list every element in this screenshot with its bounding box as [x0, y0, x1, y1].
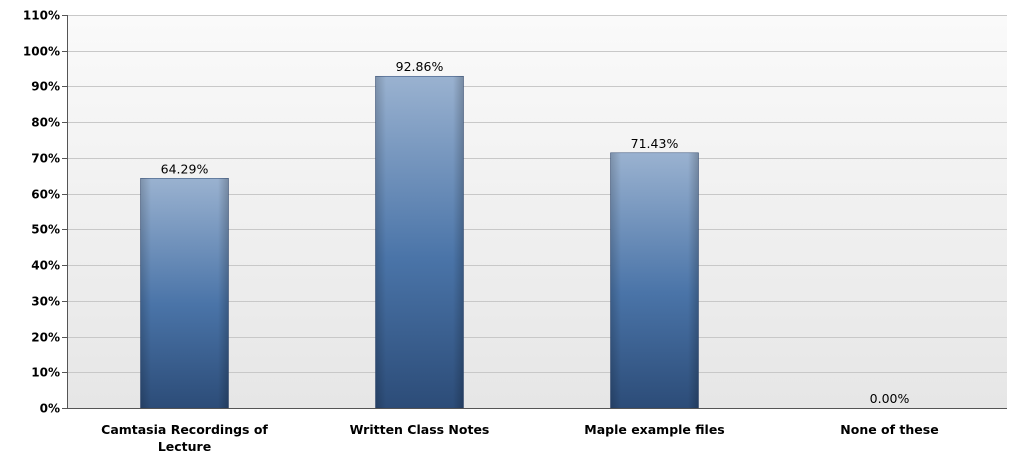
x-category-label: Written Class Notes	[350, 422, 490, 437]
bar-shading	[611, 153, 699, 408]
x-category-label: None of these	[840, 422, 938, 437]
y-tick-label: 20%	[31, 331, 60, 345]
x-category-label: Maple example files	[584, 422, 724, 437]
data-label: 92.86%	[396, 59, 444, 74]
y-tick-label: 30%	[31, 295, 60, 309]
y-tick-label: 70%	[31, 152, 60, 166]
bar-shading	[376, 76, 464, 408]
y-tick-label: 50%	[31, 223, 60, 237]
y-tick-label: 80%	[31, 116, 60, 130]
data-label: 64.29%	[161, 161, 209, 176]
y-tick-label: 100%	[23, 45, 60, 59]
x-category-label: Camtasia Recordings of	[101, 422, 268, 437]
y-tick-label: 0%	[40, 402, 60, 416]
y-tick-label: 40%	[31, 259, 60, 273]
x-category-label: Lecture	[158, 439, 211, 454]
y-tick-label: 110%	[23, 9, 60, 23]
data-label: 0.00%	[870, 391, 910, 406]
y-tick-label: 90%	[31, 80, 60, 94]
bar-shading	[141, 178, 229, 408]
y-tick-label: 10%	[31, 366, 60, 380]
data-label: 71.43%	[631, 136, 679, 151]
y-tick-label: 60%	[31, 188, 60, 202]
